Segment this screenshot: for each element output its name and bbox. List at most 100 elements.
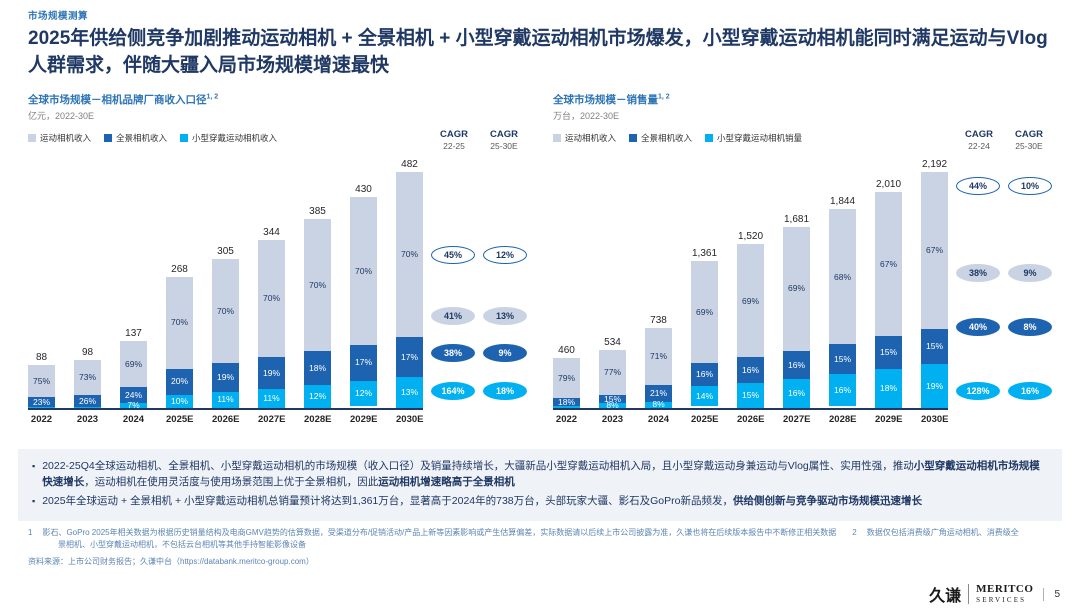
- bar-segment-cyan: 11%: [258, 389, 285, 408]
- bar-segment-light: 69%: [737, 244, 764, 358]
- plot-wrap-revenue: 88 75% 23% 98 73% 26% 137 69% 24% 7% 268 70% 20% 10% 3…: [28, 158, 423, 425]
- cagr-row-wearable: 128% 16%: [956, 381, 1052, 400]
- page-title: 2025年供给侧竞争加剧推动运动相机 + 全景相机 + 小型穿戴运动相机市场爆发…: [28, 28, 1048, 76]
- footnote-number: 2: [852, 527, 857, 537]
- bar-column-2024: 137 69% 24% 7%: [120, 327, 147, 409]
- bar-segment-cyan: 8%: [599, 401, 626, 409]
- bar-segment-cyan: [553, 406, 580, 408]
- bar-segment-cyan: 12%: [304, 385, 331, 408]
- cagr-row-wearable: 164% 18%: [431, 381, 527, 400]
- bar-segment-light: 70%: [350, 197, 377, 345]
- bar-segment-cyan: 13%: [396, 377, 423, 408]
- legend-swatch-light-icon: [553, 133, 561, 142]
- plot-wrap-units: 460 79% 18% 534 77% 15% 8% 738 71% 21% 8% 1,361 69% 1…: [553, 158, 948, 425]
- bar-column-2027E: 344 70% 19% 11%: [258, 227, 285, 408]
- chart-subtitle-revenue: 亿元，2022-30E: [28, 110, 95, 121]
- bar-total-label: 98: [81, 346, 94, 358]
- bar-segment-light: 69%: [120, 340, 147, 388]
- bar-segment-dark: 16%: [691, 362, 718, 386]
- source-line: 资料来源：上市公司财务报告；久谦中台（https://databank.meri…: [28, 557, 314, 567]
- bar-segment-cyan: [28, 407, 55, 408]
- bar-segment-cyan: 11%: [212, 391, 239, 408]
- chart-panel-revenue: 全球市场规模－相机品牌厂商收入口径1, 2 亿元，2022-30E 运动相机收入…: [28, 92, 527, 425]
- legend-item-panoramic: 全景相机收入: [104, 132, 167, 144]
- stacked-bar: 70% 19% 11%: [212, 258, 239, 408]
- bar-segment-cyan: 7%: [120, 401, 147, 409]
- bar-segment-dark: 16%: [783, 350, 810, 380]
- bar-column-2028E: 385 70% 18% 12%: [304, 206, 331, 408]
- x-axis-tick-label: 2027E: [783, 413, 811, 425]
- bar-segment-cyan: 18%: [875, 368, 902, 408]
- x-axis-tick-label: 2022: [30, 413, 53, 425]
- bar-segment-dark: 19%: [258, 357, 285, 390]
- legend-swatch-cyan-icon: [705, 133, 714, 142]
- cagr-row-action: 38% 9%: [956, 263, 1052, 282]
- cagr-badge: 18%: [483, 381, 527, 400]
- chart-body-revenue: 88 75% 23% 98 73% 26% 137 69% 24% 7% 268 70% 20% 10% 3…: [28, 158, 527, 425]
- bar-segment-light: 70%: [304, 219, 331, 352]
- bullet-marker-icon: ▪: [32, 460, 36, 471]
- x-axis-labels-revenue: 2022 2023 2024 2025E 2026E 2027E 2028E 2029E 203…: [28, 413, 424, 425]
- cagr-badge: 45%: [431, 245, 475, 264]
- bar-total-label: 1,520: [737, 231, 764, 243]
- bar-segment-cyan: 16%: [783, 379, 810, 408]
- cagr-header-col2: CAGR 25-30E: [490, 128, 518, 151]
- bar-segment-cyan: 10%: [166, 394, 193, 408]
- brand-footer: 久谦 MERITCO SERVICES 5: [929, 582, 1060, 606]
- chart-panel-units: 全球市场规模－销售量1, 2 万台，2022-30E 运动相机收入 全景相机收入…: [553, 92, 1052, 425]
- bar-total-label: 482: [401, 158, 418, 170]
- x-axis-tick-label: 2023: [76, 413, 99, 425]
- bar-segment-dark: 18%: [553, 398, 580, 407]
- bullet-text: 2022-25Q4全球运动相机、全景相机、小型穿戴运动相机的市场规模（收入口径）…: [42, 459, 1040, 489]
- x-axis-tick-label: 2027E: [258, 413, 286, 425]
- bar-segment-light: 69%: [691, 261, 718, 363]
- x-axis-tick-label: 2026E: [212, 413, 240, 425]
- stacked-bar: 79% 18%: [553, 358, 580, 408]
- legend-label: 全景相机收入: [641, 132, 693, 143]
- logo-divider: [968, 584, 970, 604]
- cagr-badge: 16%: [1008, 381, 1052, 400]
- cagr-header-col1: CAGR 22-25: [440, 128, 468, 151]
- legend-item-wearable: 小型穿戴运动相机收入: [180, 132, 277, 144]
- bar-segment-cyan: [74, 407, 101, 408]
- stacked-bar: 70% 17% 13%: [396, 171, 423, 408]
- bar-total-label: 2,192: [921, 158, 948, 170]
- bar-segment-dark: 20%: [166, 368, 193, 395]
- bar-total-label: 137: [125, 327, 142, 339]
- chart-body-units: 460 79% 18% 534 77% 15% 8% 738 71% 21% 8% 1,361 69% 1…: [553, 158, 1052, 425]
- bar-segment-light: 77%: [599, 350, 626, 395]
- x-axis-labels-units: 2022 2023 2024 2025E 2026E 2027E 2028E 2029E 203…: [553, 413, 949, 425]
- bar-segment-dark: 15%: [599, 395, 626, 404]
- bar-segment-dark: 19%: [212, 363, 239, 392]
- bar-column-2022: 460 79% 18%: [553, 345, 580, 408]
- bar-segment-cyan: 8%: [645, 400, 672, 409]
- cagr-row-panoramic: 40% 8%: [956, 317, 1052, 336]
- footnote-text: 数据仅包括消费级广角运动相机、消费级全景相机、小型穿戴运动相机，不包括云台相机等…: [58, 527, 1019, 549]
- charts-row: 全球市场规模－相机品牌厂商收入口径1, 2 亿元，2022-30E 运动相机收入…: [28, 92, 1052, 425]
- stacked-bar: 70% 19% 11%: [258, 239, 285, 408]
- bar-total-label: 2,010: [875, 178, 902, 190]
- cagr-badges-units: 44% 10% 38% 9% 40% 8% 128% 16%: [956, 158, 1052, 425]
- plot-revenue: 88 75% 23% 98 73% 26% 137 69% 24% 7% 268 70% 20% 10% 3…: [28, 158, 423, 410]
- bar-segment-dark: 17%: [396, 337, 423, 378]
- page-number: 5: [1054, 588, 1060, 600]
- legend-swatch-dark-icon: [629, 133, 638, 142]
- bar-column-2026E: 1,520 69% 16% 15%: [737, 231, 764, 408]
- notes-panel: ▪ 2022-25Q4全球运动相机、全景相机、小型穿戴运动相机的市场规模（收入口径…: [18, 448, 1062, 521]
- cagr-row-action: 41% 13%: [431, 306, 527, 325]
- bar-column-2023: 534 77% 15% 8%: [599, 337, 626, 409]
- stacked-bar: 69% 16% 16%: [783, 226, 810, 408]
- bar-column-2030E: 482 70% 17% 13%: [396, 159, 423, 408]
- stacked-bar: 71% 21% 8%: [645, 328, 672, 409]
- bar-segment-cyan: 15%: [737, 383, 764, 408]
- bar-column-2029E: 430 70% 17% 12%: [350, 184, 377, 408]
- stacked-bar: 67% 15% 19%: [921, 171, 948, 408]
- x-axis-tick-label: 2025E: [691, 413, 719, 425]
- legend-units: 运动相机收入 全景相机收入 小型穿戴运动相机销量: [553, 129, 802, 144]
- footnote-number: 1: [28, 527, 33, 537]
- bar-segment-dark: 16%: [737, 357, 764, 384]
- cagr-badge: 38%: [431, 343, 475, 362]
- x-axis-tick-label: 2022: [555, 413, 578, 425]
- stacked-bar: 75% 23%: [28, 364, 55, 408]
- legend-label: 小型穿戴运动相机收入: [192, 132, 278, 143]
